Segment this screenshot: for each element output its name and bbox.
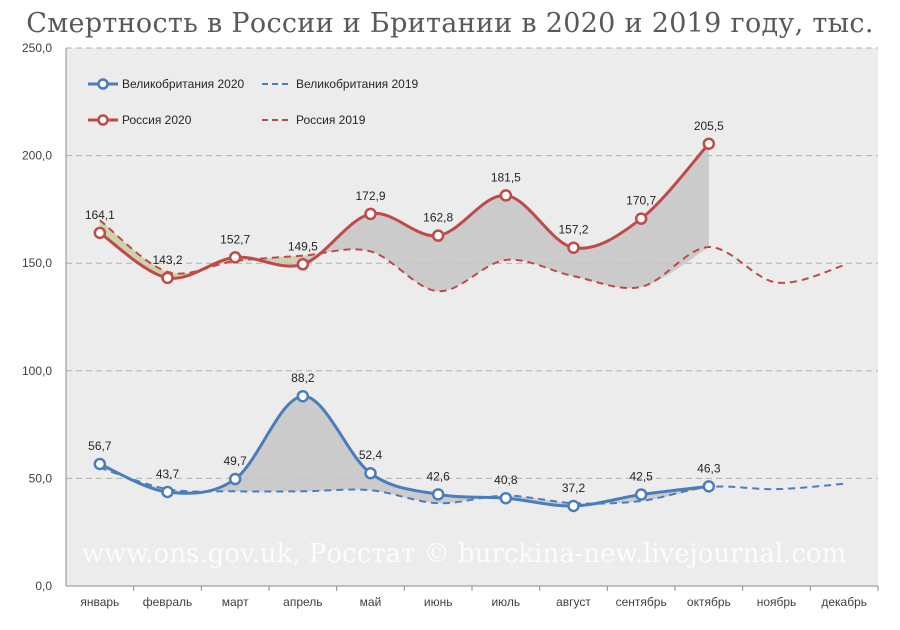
series-lines xyxy=(98,142,845,508)
data-labels: 56,7 43,7 49,7 88,2 52,4 42,6 40,8 37,2 42,5 46,3… xyxy=(85,119,724,495)
series-markers xyxy=(93,137,716,513)
data-label: 49,7 xyxy=(223,454,247,468)
data-point xyxy=(431,488,445,501)
data-point xyxy=(161,485,174,499)
data-label: 170,7 xyxy=(626,194,656,208)
data-point xyxy=(93,457,107,471)
data-point xyxy=(228,472,242,486)
data-point xyxy=(296,389,310,403)
x-tick-label: январь xyxy=(80,595,119,609)
data-label: 52,4 xyxy=(359,448,383,462)
data-point xyxy=(634,212,648,225)
legend-label: Россия 2019 xyxy=(296,113,366,127)
legend-label: Великобритания 2020 xyxy=(122,77,245,91)
data-label: 149,5 xyxy=(288,239,318,253)
data-point xyxy=(567,499,580,513)
data-label: 143,2 xyxy=(152,253,182,267)
data-label: 42,5 xyxy=(629,470,653,484)
data-point xyxy=(499,189,513,202)
data-label: 172,9 xyxy=(355,189,385,203)
data-label: 43,7 xyxy=(156,467,180,481)
data-label: 46,3 xyxy=(697,461,721,475)
y-tick-label: 100,0 xyxy=(22,364,52,378)
data-point xyxy=(702,480,716,493)
data-point xyxy=(161,271,174,285)
data-label: 181,5 xyxy=(491,170,521,184)
data-label: 40,8 xyxy=(494,473,518,487)
x-tick-label: июль xyxy=(491,595,520,609)
data-label: 157,2 xyxy=(558,223,588,237)
y-tick-label: 50,0 xyxy=(29,471,53,485)
data-point xyxy=(499,491,513,505)
data-label: 42,6 xyxy=(426,469,450,483)
uk-difference-area xyxy=(99,396,709,506)
legend-marker xyxy=(97,78,109,90)
series-line-3 xyxy=(99,219,845,293)
data-label: 205,5 xyxy=(694,119,724,133)
data-label: 37,2 xyxy=(562,481,586,495)
x-tick-label: сентябрь xyxy=(616,595,667,609)
y-tick-label: 200,0 xyxy=(22,149,52,163)
legend: Великобритания 2020 Великобритания 2019 Ро… xyxy=(88,77,419,127)
x-axis: январь февраль март апрель май июнь июль август… xyxy=(66,585,879,609)
x-tick-label: октябрь xyxy=(687,595,731,609)
russia-difference-area xyxy=(99,143,709,292)
data-point xyxy=(228,251,242,264)
data-point xyxy=(93,226,107,240)
legend-marker xyxy=(97,114,109,126)
y-axis: 0,0 50,0 100,0 150,0 200,0 250,0 xyxy=(22,41,67,593)
data-point xyxy=(702,137,716,151)
legend-label: Россия 2020 xyxy=(122,113,192,127)
y-tick-label: 250,0 xyxy=(22,41,52,55)
x-tick-label: май xyxy=(360,595,382,609)
x-tick-label: апрель xyxy=(283,595,322,609)
data-point xyxy=(431,229,445,242)
data-point xyxy=(296,258,310,271)
plot-area xyxy=(66,48,878,586)
x-tick-label: июнь xyxy=(424,595,453,609)
data-point xyxy=(364,466,377,480)
x-tick-label: декабрь xyxy=(821,595,867,609)
data-point xyxy=(567,241,580,254)
data-label: 56,7 xyxy=(88,439,112,453)
series-line-1 xyxy=(99,466,845,505)
data-label: 164,1 xyxy=(85,208,115,222)
data-label: 162,8 xyxy=(423,211,453,225)
watermark-text: www.ons.gov.uk, Росстат © burckina-new.l… xyxy=(82,539,847,569)
x-tick-label: август xyxy=(556,595,591,609)
legend-label: Великобритания 2019 xyxy=(296,77,419,91)
y-tick-label: 150,0 xyxy=(22,256,52,270)
y-tick-label: 0,0 xyxy=(35,579,52,593)
x-tick-label: февраль xyxy=(143,595,193,609)
data-label: 88,2 xyxy=(291,371,315,385)
x-tick-label: март xyxy=(222,595,249,609)
data-point xyxy=(634,488,648,501)
x-tick-label: ноябрь xyxy=(757,595,797,609)
data-point xyxy=(364,207,377,221)
data-label: 152,7 xyxy=(220,232,250,246)
